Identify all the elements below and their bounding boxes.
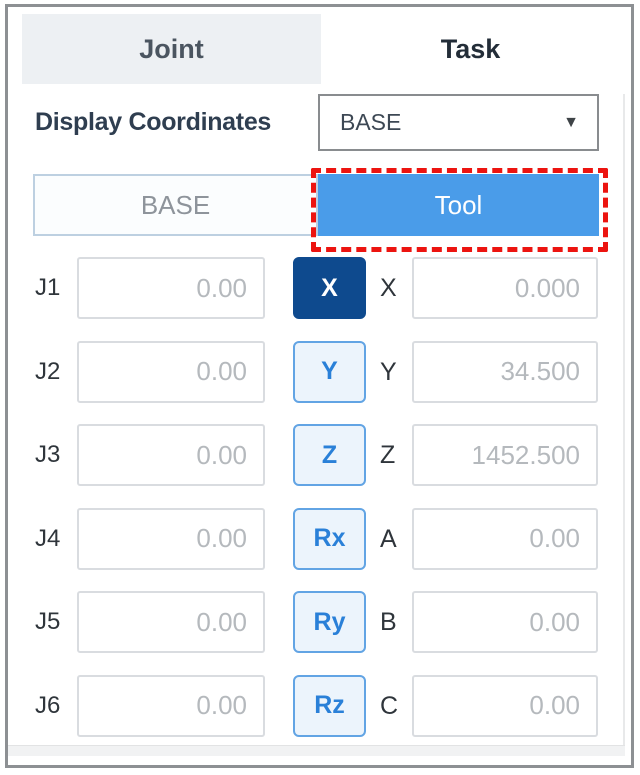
task-axis-label: Y <box>380 357 397 386</box>
tool-reference-button[interactable]: Tool <box>318 174 599 236</box>
tab-task-label: Task <box>440 33 501 64</box>
joint-value-field[interactable]: 0.00 <box>77 507 265 570</box>
joint-label: J2 <box>35 357 61 385</box>
task-axis-label: A <box>380 524 397 553</box>
task-value: 34.500 <box>500 356 580 386</box>
joint-value: 0.00 <box>196 606 247 637</box>
jog-row: J4 0.00 Rx A 0.00 <box>8 507 632 570</box>
joint-value-field[interactable]: 0.00 <box>77 591 265 653</box>
task-value-field[interactable]: 34.500 <box>412 340 598 403</box>
jog-rows: J1 0.00 X X 0.000 J2 0.00 Y Y 34.500 J3 … <box>8 257 632 758</box>
tab-bar: Joint Task <box>22 14 620 84</box>
task-axis-label: B <box>380 608 397 636</box>
tab-task[interactable]: Task <box>321 14 620 84</box>
tab-joint[interactable]: Joint <box>22 14 321 84</box>
task-value-field[interactable]: 0.00 <box>412 507 598 570</box>
joint-label: J4 <box>35 524 61 552</box>
axis-jog-button-y[interactable]: Y <box>293 340 366 403</box>
task-value-field[interactable]: 0.000 <box>412 257 598 319</box>
task-value: 1452.500 <box>471 439 580 470</box>
joint-value-field[interactable]: 0.00 <box>77 674 265 737</box>
display-coordinates-value: BASE <box>340 109 402 135</box>
jog-row: J1 0.00 X X 0.000 <box>8 257 632 319</box>
task-value: 0.00 <box>529 606 580 637</box>
joint-value: 0.00 <box>196 523 247 553</box>
jog-row: J5 0.00 Ry B 0.00 <box>8 591 632 653</box>
joint-label: J5 <box>35 608 61 635</box>
base-reference-button[interactable]: BASE <box>33 174 318 236</box>
task-value: 0.00 <box>529 690 580 720</box>
joint-value: 0.00 <box>196 272 247 303</box>
display-coordinates-label: Display Coordinates <box>35 108 272 136</box>
task-value: 0.00 <box>529 523 580 553</box>
joint-value: 0.00 <box>196 690 247 720</box>
task-value-field[interactable]: 1452.500 <box>412 424 598 486</box>
task-value-field[interactable]: 0.00 <box>412 591 598 653</box>
axis-jog-button-ry[interactable]: Ry <box>293 591 366 653</box>
joint-value-field[interactable]: 0.00 <box>77 257 265 319</box>
task-axis-label: C <box>380 691 399 720</box>
axis-jog-button-x[interactable]: X <box>293 257 366 319</box>
tab-joint-label: Joint <box>139 33 204 64</box>
jog-row: J6 0.00 Rz C 0.00 <box>8 674 632 737</box>
axis-jog-button-rx[interactable]: Rx <box>293 507 366 570</box>
task-value-field[interactable]: 0.00 <box>412 674 598 737</box>
joint-value: 0.00 <box>196 356 247 386</box>
axis-jog-button-rz[interactable]: Rz <box>293 674 366 737</box>
horizontal-scrollbar-track[interactable] <box>8 745 625 756</box>
jog-row: J2 0.00 Y Y 34.500 <box>8 340 632 403</box>
jog-panel: Joint Task Display Coordinates BASE ▼ BA… <box>5 4 634 768</box>
task-axis-label: Z <box>380 441 396 469</box>
joint-label: J3 <box>35 441 61 468</box>
vertical-scrollbar-track[interactable] <box>623 94 625 745</box>
task-value: 0.000 <box>514 272 580 303</box>
task-axis-label: X <box>380 274 397 302</box>
joint-value: 0.00 <box>196 439 247 470</box>
joint-value-field[interactable]: 0.00 <box>77 424 265 486</box>
joint-label: J6 <box>35 691 61 719</box>
joint-label: J1 <box>35 274 61 301</box>
joint-value-field[interactable]: 0.00 <box>77 340 265 403</box>
chevron-down-icon: ▼ <box>563 113 579 131</box>
display-coordinates-dropdown[interactable]: BASE ▼ <box>318 94 599 151</box>
jog-row: J3 0.00 Z Z 1452.500 <box>8 424 632 486</box>
axis-jog-button-z[interactable]: Z <box>293 424 366 486</box>
